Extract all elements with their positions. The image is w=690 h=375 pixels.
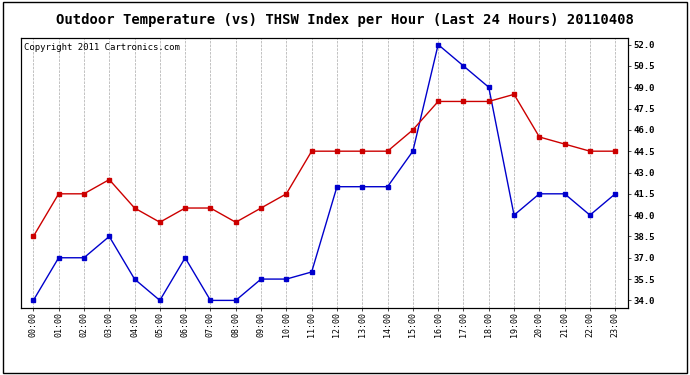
Text: Copyright 2011 Cartronics.com: Copyright 2011 Cartronics.com — [23, 43, 179, 52]
Text: Outdoor Temperature (vs) THSW Index per Hour (Last 24 Hours) 20110408: Outdoor Temperature (vs) THSW Index per … — [56, 13, 634, 27]
